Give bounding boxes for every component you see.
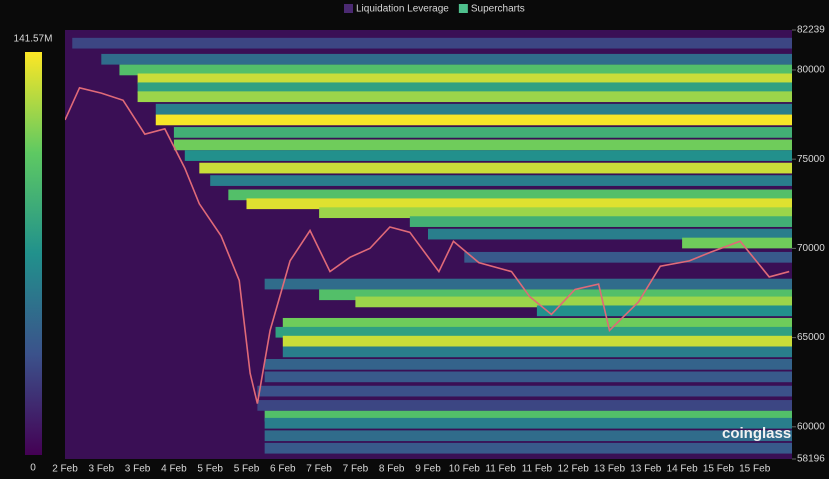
liquidation-band (264, 417, 792, 429)
x-tick-label: 15 Feb (739, 464, 771, 475)
liquidation-band (282, 317, 792, 329)
liquidation-band (264, 442, 792, 454)
liquidation-band (228, 189, 792, 201)
liquidation-band (173, 139, 792, 151)
liquidation-band (101, 53, 792, 65)
x-tick-label: 13 Feb (630, 464, 662, 475)
x-tick-label: 6 Feb (270, 464, 296, 475)
watermark: coinglass (722, 425, 791, 442)
colorbar-label: 0 (30, 463, 36, 474)
liquidation-band (428, 228, 792, 240)
x-tick-label: 3 Feb (125, 464, 151, 475)
liquidation-band (137, 73, 792, 85)
colorbar-label: 141.57M (14, 34, 53, 45)
colorbar (25, 52, 42, 455)
y-tick-label: 58196 (797, 454, 825, 465)
x-tick-label: 11 Feb (485, 464, 516, 475)
legend-swatch (458, 4, 468, 13)
liquidation-band (155, 114, 792, 126)
liquidation-band (282, 346, 792, 358)
y-tick-label: 70000 (797, 243, 825, 254)
liquidation-band (257, 385, 792, 397)
x-tick-label: 8 Feb (379, 464, 405, 475)
y-tick-label: 60000 (797, 421, 825, 432)
liquidation-band (536, 305, 792, 317)
x-tick-label: 12 Feb (558, 464, 590, 475)
liquidation-band (319, 289, 792, 301)
y-tick-label: 82239 (797, 25, 825, 36)
liquidation-band (264, 430, 792, 442)
liquidation-band (355, 296, 792, 308)
x-tick-label: 14 Feb (667, 464, 699, 475)
x-tick-label: 3 Feb (89, 464, 115, 475)
liquidation-band (257, 400, 792, 411)
liquidation-band (464, 251, 792, 263)
x-tick-label: 11 Feb (522, 464, 553, 475)
liquidation-band (210, 175, 792, 186)
heatmap (65, 37, 792, 454)
liquidation-band (264, 410, 792, 422)
liquidation-band (184, 150, 792, 161)
x-tick-label: 9 Feb (415, 464, 441, 475)
liquidation-band (119, 64, 792, 76)
price-line (65, 86, 790, 404)
liquidation-band (137, 91, 792, 103)
x-tick-label: 5 Feb (234, 464, 260, 475)
liquidation-band (246, 198, 792, 210)
liquidation-band (319, 207, 792, 219)
x-tick-label: 2 Feb (52, 464, 78, 475)
liquidation-band (199, 162, 792, 174)
x-tick-label: 7 Feb (343, 464, 369, 475)
x-tick-label: 7 Feb (306, 464, 332, 475)
legend-label: Supercharts (471, 4, 525, 15)
x-tick-label: 4 Feb (161, 464, 187, 475)
liquidation-band (264, 359, 792, 370)
liquidation-band (155, 103, 792, 115)
y-tick-label: 75000 (797, 154, 825, 165)
y-tick-label: 80000 (797, 65, 825, 76)
x-tick-label: 5 Feb (197, 464, 223, 475)
x-tick-label: 10 Feb (449, 464, 481, 475)
x-tick-label: 13 Feb (594, 464, 626, 475)
liquidation-band (264, 278, 792, 290)
legend-label: Liquidation Leverage (356, 4, 449, 15)
liquidation-band (282, 335, 792, 347)
liquidation-band (264, 371, 792, 383)
x-tick-label: 15 Feb (703, 464, 735, 475)
liquidation-band (409, 216, 792, 227)
liquidation-band (72, 37, 792, 49)
legend-swatch (344, 4, 353, 13)
liquidation-band (137, 82, 792, 94)
liquidation-band (173, 127, 792, 138)
y-tick-label: 65000 (797, 332, 825, 343)
liquidation-band (275, 326, 792, 338)
